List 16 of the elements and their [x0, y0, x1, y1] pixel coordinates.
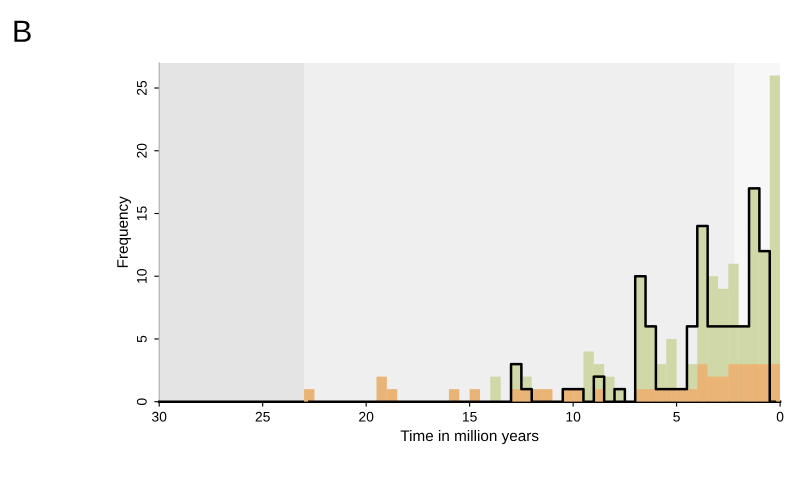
x-tick-label: 15: [462, 412, 477, 422]
x-tick-label: 30: [152, 412, 166, 422]
x-tick-label: 5: [673, 412, 680, 422]
x-tick-label: 10: [566, 412, 580, 422]
y-tick-label: 20: [136, 144, 147, 158]
x-tick-label: 0: [776, 412, 784, 422]
chart-title: B: [14, 20, 31, 42]
x-axis-title: Time in million years: [400, 430, 538, 444]
x-tick-label: 20: [359, 412, 374, 422]
x-tick-label: 25: [256, 412, 270, 422]
y-tick-label: 10: [136, 269, 147, 283]
y-tick-label: 0: [136, 398, 147, 406]
y-tick-label: 5: [137, 336, 147, 342]
y-tick-label: 25: [136, 80, 147, 96]
y-tick-label: 15: [137, 206, 147, 220]
y-axis-title: Frequency: [117, 196, 131, 268]
